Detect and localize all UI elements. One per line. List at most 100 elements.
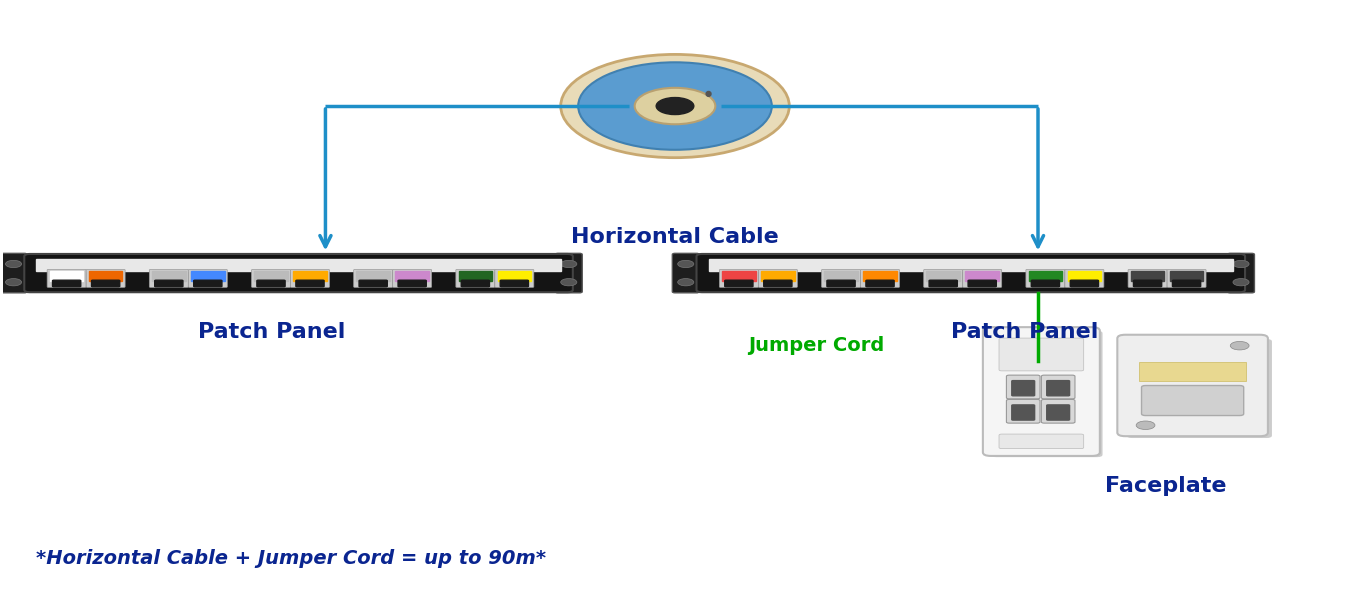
FancyBboxPatch shape xyxy=(764,280,792,287)
FancyBboxPatch shape xyxy=(456,270,495,287)
FancyBboxPatch shape xyxy=(1065,270,1104,287)
Text: Patch Panel: Patch Panel xyxy=(198,322,346,342)
FancyBboxPatch shape xyxy=(720,270,759,287)
FancyBboxPatch shape xyxy=(1142,386,1243,416)
Circle shape xyxy=(678,278,694,286)
FancyBboxPatch shape xyxy=(50,271,84,281)
FancyBboxPatch shape xyxy=(825,271,857,281)
FancyBboxPatch shape xyxy=(495,270,533,287)
FancyBboxPatch shape xyxy=(1172,280,1200,287)
FancyBboxPatch shape xyxy=(1131,271,1165,281)
FancyBboxPatch shape xyxy=(1227,253,1254,293)
FancyBboxPatch shape xyxy=(1031,280,1060,287)
FancyBboxPatch shape xyxy=(36,259,560,272)
FancyBboxPatch shape xyxy=(828,280,855,287)
Text: Horizontal Cable: Horizontal Cable xyxy=(571,227,779,246)
FancyBboxPatch shape xyxy=(926,271,960,281)
FancyBboxPatch shape xyxy=(999,338,1084,371)
FancyBboxPatch shape xyxy=(999,434,1084,449)
FancyBboxPatch shape xyxy=(0,253,27,293)
FancyBboxPatch shape xyxy=(1011,381,1034,396)
FancyBboxPatch shape xyxy=(1169,271,1203,281)
FancyBboxPatch shape xyxy=(256,280,285,287)
FancyBboxPatch shape xyxy=(396,271,429,281)
FancyBboxPatch shape xyxy=(860,270,899,287)
FancyBboxPatch shape xyxy=(53,280,81,287)
FancyBboxPatch shape xyxy=(672,253,699,293)
FancyBboxPatch shape xyxy=(1139,362,1246,381)
Circle shape xyxy=(1233,278,1249,286)
FancyBboxPatch shape xyxy=(296,280,324,287)
Text: Patch Panel: Patch Panel xyxy=(950,322,1099,342)
Ellipse shape xyxy=(578,63,772,150)
Ellipse shape xyxy=(560,55,790,158)
FancyBboxPatch shape xyxy=(1041,375,1075,399)
FancyBboxPatch shape xyxy=(251,270,290,287)
FancyBboxPatch shape xyxy=(254,271,288,281)
FancyBboxPatch shape xyxy=(1071,280,1099,287)
FancyBboxPatch shape xyxy=(190,271,224,281)
FancyBboxPatch shape xyxy=(290,270,329,287)
FancyBboxPatch shape xyxy=(822,270,860,287)
FancyBboxPatch shape xyxy=(1041,400,1075,423)
FancyBboxPatch shape xyxy=(1166,270,1206,287)
FancyBboxPatch shape xyxy=(1011,405,1034,420)
FancyBboxPatch shape xyxy=(501,280,528,287)
FancyBboxPatch shape xyxy=(89,271,123,281)
FancyBboxPatch shape xyxy=(863,271,896,281)
FancyBboxPatch shape xyxy=(761,271,795,281)
FancyBboxPatch shape xyxy=(968,280,996,287)
Text: Faceplate: Faceplate xyxy=(1104,476,1226,496)
FancyBboxPatch shape xyxy=(356,271,390,281)
FancyBboxPatch shape xyxy=(1026,270,1065,287)
FancyBboxPatch shape xyxy=(150,270,188,287)
Ellipse shape xyxy=(706,91,711,96)
Circle shape xyxy=(5,278,22,286)
FancyBboxPatch shape xyxy=(1129,270,1166,287)
FancyBboxPatch shape xyxy=(983,327,1100,456)
Circle shape xyxy=(1233,261,1249,268)
Text: *Horizontal Cable + Jumper Cord = up to 90m*: *Horizontal Cable + Jumper Cord = up to … xyxy=(36,549,547,568)
FancyBboxPatch shape xyxy=(1134,280,1162,287)
Circle shape xyxy=(678,261,694,268)
Circle shape xyxy=(5,261,22,268)
Ellipse shape xyxy=(656,97,694,115)
Circle shape xyxy=(560,278,576,286)
FancyBboxPatch shape xyxy=(153,271,185,281)
FancyBboxPatch shape xyxy=(86,270,126,287)
Ellipse shape xyxy=(634,88,716,124)
Circle shape xyxy=(1137,421,1156,430)
FancyBboxPatch shape xyxy=(1006,375,1040,399)
FancyBboxPatch shape xyxy=(725,280,753,287)
FancyBboxPatch shape xyxy=(459,271,493,281)
FancyBboxPatch shape xyxy=(709,259,1233,272)
FancyBboxPatch shape xyxy=(47,270,86,287)
FancyBboxPatch shape xyxy=(1068,271,1102,281)
FancyBboxPatch shape xyxy=(359,280,387,287)
Circle shape xyxy=(560,261,576,268)
FancyBboxPatch shape xyxy=(1029,271,1062,281)
FancyBboxPatch shape xyxy=(155,280,184,287)
FancyBboxPatch shape xyxy=(188,270,227,287)
Text: Jumper Cord: Jumper Cord xyxy=(748,337,884,356)
FancyBboxPatch shape xyxy=(722,271,756,281)
FancyBboxPatch shape xyxy=(963,270,1002,287)
FancyBboxPatch shape xyxy=(965,271,999,281)
FancyBboxPatch shape xyxy=(398,280,427,287)
FancyBboxPatch shape xyxy=(193,280,221,287)
Circle shape xyxy=(1230,341,1249,350)
FancyBboxPatch shape xyxy=(923,270,963,287)
FancyBboxPatch shape xyxy=(1006,400,1040,423)
FancyBboxPatch shape xyxy=(929,280,957,287)
FancyBboxPatch shape xyxy=(24,254,572,292)
FancyBboxPatch shape xyxy=(555,253,582,293)
FancyBboxPatch shape xyxy=(293,271,327,281)
FancyBboxPatch shape xyxy=(393,270,432,287)
FancyBboxPatch shape xyxy=(865,280,894,287)
FancyBboxPatch shape xyxy=(498,271,531,281)
FancyBboxPatch shape xyxy=(1118,335,1268,436)
FancyBboxPatch shape xyxy=(354,270,393,287)
FancyBboxPatch shape xyxy=(991,331,1103,457)
FancyBboxPatch shape xyxy=(697,254,1245,292)
FancyBboxPatch shape xyxy=(759,270,798,287)
